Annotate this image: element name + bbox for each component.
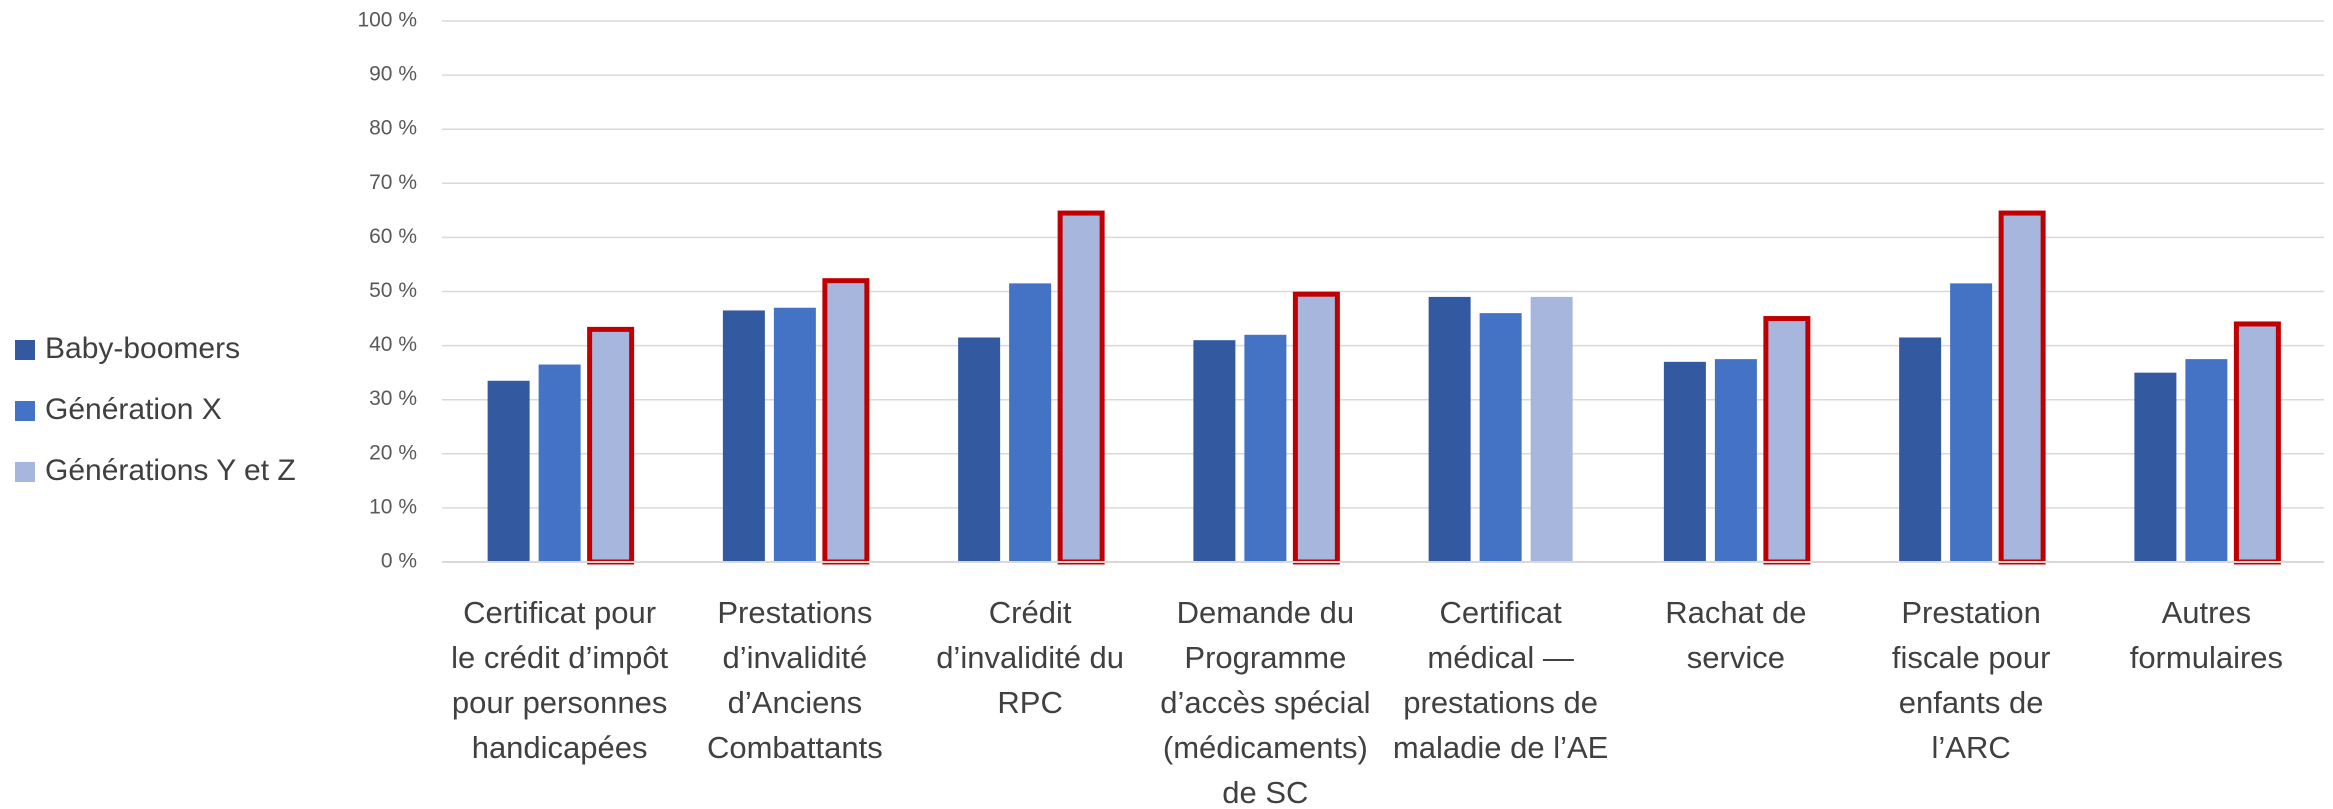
- bar: [1530, 296, 1573, 562]
- bar: [538, 364, 581, 562]
- bar: [773, 307, 816, 562]
- bar: [1950, 283, 1993, 562]
- bar: [2185, 359, 2228, 562]
- y-tick-label: 100 %: [357, 9, 417, 32]
- legend-swatch: [15, 340, 35, 360]
- bar: [1714, 359, 1757, 562]
- y-tick-label: 50 %: [369, 279, 417, 302]
- bar: [1998, 210, 2046, 565]
- y-tick-label: 90 %: [369, 63, 417, 86]
- x-tick-label: Autres formulaires: [2129, 595, 2284, 675]
- y-tick-label: 10 %: [369, 495, 417, 518]
- bar: [1057, 210, 1105, 565]
- bar: [1763, 316, 1811, 565]
- legend-label: Baby-boomers: [45, 332, 240, 365]
- bar: [1193, 340, 1236, 562]
- bar: [1244, 334, 1287, 562]
- bar: [1292, 291, 1340, 565]
- legend-label: Génération X: [45, 393, 222, 426]
- x-tick-label: Crédit d’invalidité du RPC: [936, 595, 1125, 720]
- bar: [1663, 361, 1706, 562]
- bar: [2134, 372, 2177, 562]
- x-tick-label: Demande du Programme d’accès spécial (mé…: [1160, 595, 1371, 809]
- legend-swatch: [15, 462, 35, 482]
- bar: [487, 380, 530, 562]
- x-tick-label: Certificat médical — prestations de mala…: [1392, 595, 1609, 765]
- y-tick-label: 0 %: [381, 550, 417, 573]
- bar: [1428, 296, 1471, 562]
- x-tick-label: Certificat pour le crédit d’impôt pour p…: [451, 595, 669, 765]
- y-tick-label: 30 %: [369, 387, 417, 410]
- legend-swatch: [15, 401, 35, 421]
- bar: [1479, 313, 1522, 562]
- bar: [2233, 321, 2281, 565]
- y-tick-label: 70 %: [369, 171, 417, 194]
- bar: [958, 337, 1001, 562]
- bar: [587, 326, 635, 565]
- y-tick-label: 60 %: [369, 225, 417, 248]
- bar: [722, 310, 765, 562]
- legend-label: Générations Y et Z: [45, 454, 296, 487]
- x-tick-label: Prestation fiscale pour enfants de l’ARC: [1891, 595, 2051, 765]
- bar: [1009, 283, 1052, 562]
- y-tick-label: 20 %: [369, 441, 417, 464]
- y-tick-label: 40 %: [369, 333, 417, 356]
- bar: [1899, 337, 1942, 562]
- x-tick-label: Prestations d’invalidité d’Anciens Comba…: [706, 595, 883, 765]
- y-tick-label: 80 %: [369, 117, 417, 140]
- x-tick-label: Rachat de service: [1665, 595, 1807, 675]
- bar: [822, 278, 870, 565]
